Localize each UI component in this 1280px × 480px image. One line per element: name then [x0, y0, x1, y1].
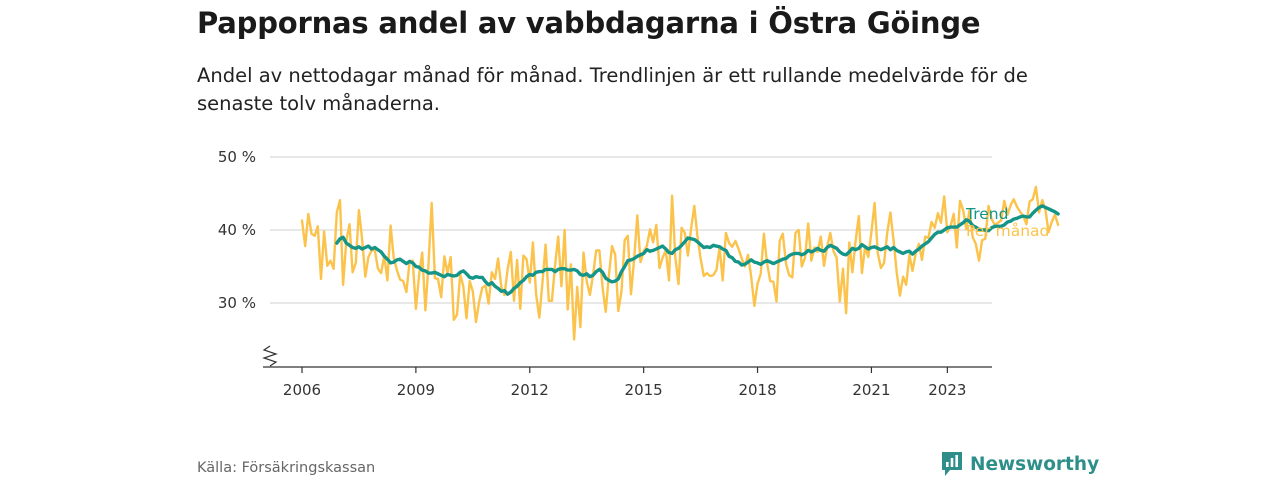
x-tick-label: 2009: [397, 381, 435, 399]
x-tick-label: 2006: [283, 381, 321, 399]
brand-name: Newsworthy: [970, 453, 1100, 475]
x-axis-ticks: 2006 2009 2012 2015 2018 2021 2023: [283, 367, 966, 399]
chart-title: Pappornas andel av vabbdagarna i Östra G…: [197, 6, 981, 40]
series-lines: [300, 185, 1060, 341]
x-tick-label: 2018: [738, 381, 776, 399]
axis-break-zigzag-icon: [262, 345, 278, 367]
trend-end-label: Trend: [965, 205, 1008, 223]
x-tick-label: 2015: [625, 381, 663, 399]
newsworthy-logo-icon: [942, 452, 962, 476]
x-tick-label: 2021: [852, 381, 890, 399]
x-axis: [262, 345, 992, 368]
y-tick-label: 40 %: [218, 221, 256, 239]
x-tick-label: 2023: [928, 381, 966, 399]
monthly-series-line: [300, 185, 1060, 341]
monthly-end-label: Per månad: [966, 222, 1049, 240]
brand-logo[interactable]: Newsworthy: [940, 450, 1099, 478]
source-note: Källa: Försäkringskassan: [197, 460, 376, 476]
y-tick-label: 30 %: [218, 294, 256, 312]
y-axis-ticks: 30 % 40 % 50 %: [218, 148, 256, 312]
y-tick-label: 50 %: [218, 148, 256, 166]
x-tick-label: 2012: [511, 381, 549, 399]
trend-series-line: [335, 204, 1060, 296]
chart-subtitle: Andel av nettodagar månad för månad. Tre…: [197, 64, 1028, 115]
